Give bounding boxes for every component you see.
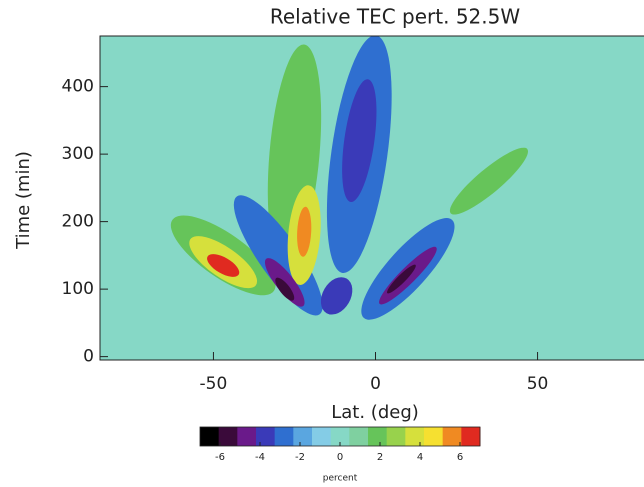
x-tick-label: 0: [370, 374, 381, 394]
colorbar-cell: [405, 427, 425, 446]
colorbar-tick-label: 2: [377, 452, 383, 463]
colorbar-cell: [442, 427, 462, 446]
contour-feature: [207, 254, 240, 277]
y-tick-label: 0: [83, 347, 94, 367]
y-tick-label: 300: [62, 144, 94, 164]
colorbar-cell: [424, 427, 444, 446]
x-tick-label: -50: [200, 374, 228, 394]
y-tick-label: 200: [62, 212, 94, 232]
colorbar-tick-label: -2: [295, 452, 305, 463]
x-axis-label: Lat. (deg): [331, 402, 419, 423]
chart-title: Relative TEC pert. 52.5W: [270, 5, 520, 29]
colorbar-cell: [368, 427, 388, 446]
contour-feature: [387, 264, 416, 294]
contour-feature: [320, 277, 353, 315]
colorbar-tick-label: 0: [337, 452, 343, 463]
contour-feature: [297, 206, 312, 257]
colorbar-cell: [386, 427, 406, 446]
colorbar-cell: [237, 427, 257, 446]
colorbar-tick-label: -6: [215, 452, 225, 463]
y-tick-label: 100: [62, 279, 94, 299]
colorbar-cell: [218, 427, 238, 446]
colorbar-tick-label: 6: [457, 452, 463, 463]
colorbar-cell: [293, 427, 313, 446]
colorbar-tick-label: -4: [255, 452, 265, 463]
colorbar-cell: [200, 427, 220, 446]
x-tick-label: 50: [527, 374, 549, 394]
colorbar-cell: [274, 427, 294, 446]
contour-feature: [342, 79, 377, 203]
colorbar-cell: [461, 427, 481, 446]
colorbar-cell: [330, 427, 350, 446]
y-tick-label: 400: [62, 77, 94, 97]
contour-feature: [275, 277, 295, 301]
contour-feature: [233, 195, 323, 316]
contour-feature: [449, 147, 529, 215]
colorbar-label: percent: [323, 474, 358, 484]
colorbar-cell: [256, 427, 276, 446]
plot-area: [100, 36, 644, 360]
colorbar-tick-label: 4: [417, 452, 423, 463]
colorbar-cell: [312, 427, 332, 446]
colorbar-cell: [349, 427, 369, 446]
y-axis-label: Time (min): [13, 151, 34, 250]
